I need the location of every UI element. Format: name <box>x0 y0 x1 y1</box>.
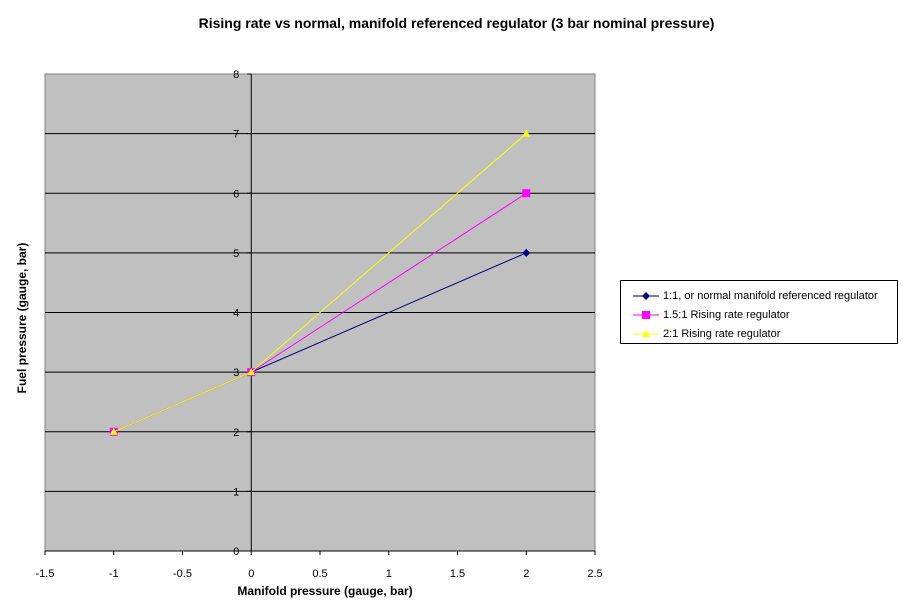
legend-swatch-square-icon <box>633 310 659 319</box>
data-point <box>522 248 531 257</box>
y-tick-label: 6 <box>233 188 239 200</box>
y-tick-label: 1 <box>233 486 239 498</box>
x-tick-label: 1 <box>386 568 392 580</box>
x-tick-label: 1.5 <box>450 568 465 580</box>
legend-label: 2:1 Rising rate regulator <box>663 327 781 340</box>
x-tick-label: 0.5 <box>312 568 327 580</box>
legend-swatch-diamond-icon <box>633 291 659 300</box>
x-tick-label: -0.5 <box>173 568 192 580</box>
axes <box>44 73 596 555</box>
y-tick-label: 0 <box>233 546 239 558</box>
tick-labels: 0 1 2 3 4 5 6 7 8 -1.5 -1 -0.5 0 0.5 1 1.5 2 2.5 <box>36 69 603 580</box>
y-tick-label: 7 <box>233 129 239 141</box>
y-tick-label: 5 <box>233 248 239 260</box>
y-tick-label: 3 <box>233 367 239 379</box>
x-axis-label: Manifold pressure (gauge, bar) <box>237 584 413 598</box>
series-lines <box>109 129 531 436</box>
legend-item: 2:1 Rising rate regulator <box>631 324 897 343</box>
legend-label: 1:1, or normal manifold referenced regul… <box>663 289 878 302</box>
x-tick-label: 2 <box>523 568 529 580</box>
legend-swatch-triangle-icon <box>633 329 659 337</box>
y-axis-label: Fuel pressure (gauge, bar) <box>15 242 29 394</box>
x-tick-label: -1.5 <box>36 568 55 580</box>
y-tick-label: 2 <box>233 427 239 439</box>
data-point <box>522 129 531 137</box>
y-tick-label: 4 <box>233 308 239 320</box>
data-point <box>109 427 118 435</box>
gridlines <box>45 133 595 492</box>
x-tick-label: -1 <box>109 568 119 580</box>
y-tick-label: 8 <box>233 69 239 81</box>
data-point <box>642 310 650 319</box>
legend-item: 1:1, or normal manifold referenced regul… <box>631 286 897 305</box>
legend: 1:1, or normal manifold referenced regul… <box>620 280 898 344</box>
x-tick-label: 2.5 <box>587 568 602 580</box>
data-point <box>247 368 256 376</box>
data-point <box>522 189 531 198</box>
data-point <box>642 291 650 300</box>
x-tick-label: 0 <box>248 568 254 580</box>
data-point <box>642 329 650 337</box>
series <box>109 129 531 435</box>
chart-title: Rising rate vs normal, manifold referenc… <box>198 15 715 31</box>
legend-item: 1.5:1 Rising rate regulator <box>631 305 897 324</box>
legend-label: 1.5:1 Rising rate regulator <box>663 308 790 321</box>
